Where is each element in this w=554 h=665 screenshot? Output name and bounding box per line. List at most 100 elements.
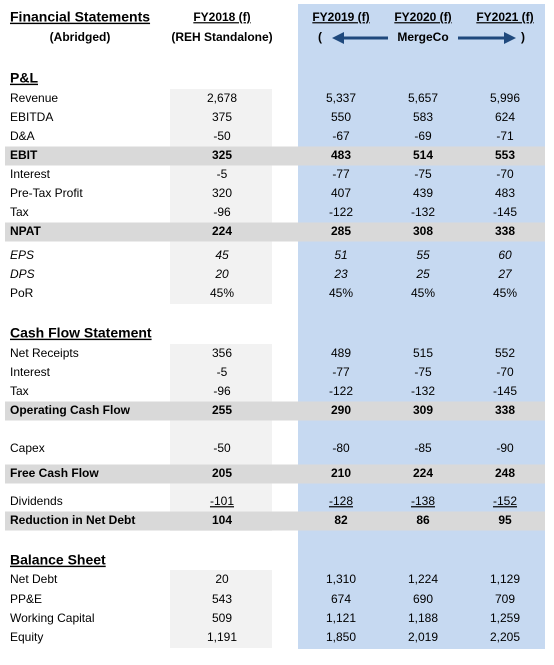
cell-value: 2,019 xyxy=(408,630,438,644)
cell-value: -145 xyxy=(493,384,517,398)
column-header: FY2018 (f) xyxy=(193,10,250,24)
cell-value: 51 xyxy=(334,248,347,262)
cell-value: 583 xyxy=(413,110,433,124)
cell-value: 23 xyxy=(333,267,348,281)
row-label: Tax xyxy=(10,384,29,398)
cell-value: -77 xyxy=(332,167,350,181)
cell-value: -67 xyxy=(332,129,350,143)
row-label: NPAT xyxy=(10,224,42,238)
cell-value: -77 xyxy=(332,365,350,379)
cell-value: 690 xyxy=(413,592,433,606)
cell-value: 2,205 xyxy=(490,630,520,644)
cell-value: 5,337 xyxy=(326,91,356,105)
cell-value: 338 xyxy=(495,403,515,417)
total-stripe xyxy=(5,464,545,484)
cell-value: 356 xyxy=(212,346,232,360)
cell-value: -122 xyxy=(329,205,353,219)
cell-value: 210 xyxy=(331,466,351,480)
cell-value: -70 xyxy=(496,167,514,181)
row-label: Equity xyxy=(10,630,43,644)
cell-value: 325 xyxy=(212,148,232,162)
row-label: PoR xyxy=(10,286,34,300)
row-label: D&A xyxy=(10,129,35,143)
cell-value: -152 xyxy=(493,494,517,508)
cell-value: -145 xyxy=(493,205,517,219)
cell-value: 1,259 xyxy=(490,611,520,625)
cell-value: 25 xyxy=(415,267,430,281)
column-sub: (REH Standalone) xyxy=(171,30,272,44)
table-body: P&L Revenue 2,678 5,337 5,657 5,996 EBITDA 375 5… xyxy=(10,70,520,644)
cell-value: -69 xyxy=(414,129,432,143)
cell-value: 483 xyxy=(495,186,515,200)
total-stripe xyxy=(5,401,545,421)
right-arrow xyxy=(458,32,516,44)
row-label: Working Capital xyxy=(10,611,94,625)
row-label: EBITDA xyxy=(10,110,53,124)
row-label: Capex xyxy=(10,441,45,455)
cell-value: -90 xyxy=(496,441,514,455)
section-title: P&L xyxy=(10,70,38,86)
cell-value: 45% xyxy=(329,286,353,300)
cell-value: 285 xyxy=(331,224,351,238)
cell-value: 205 xyxy=(212,466,232,480)
cell-value: 290 xyxy=(331,403,351,417)
cell-value: 489 xyxy=(331,346,351,360)
cell-value: 309 xyxy=(413,403,433,417)
merge-label: MergeCo xyxy=(397,30,448,44)
row-label: Revenue xyxy=(10,91,58,105)
cell-value: 1,129 xyxy=(490,572,520,586)
cell-value: 407 xyxy=(331,186,351,200)
merge-close: ) xyxy=(521,30,525,44)
row-label: Tax xyxy=(10,205,29,219)
cell-value: 45% xyxy=(493,286,517,300)
row-label: Free Cash Flow xyxy=(10,466,99,480)
cell-value: -128 xyxy=(329,494,353,508)
cell-value: 45% xyxy=(210,286,234,300)
row-label: PP&E xyxy=(10,592,42,606)
cell-value: 255 xyxy=(212,403,232,417)
cell-value: 45 xyxy=(215,248,229,262)
cell-value: 624 xyxy=(495,110,515,124)
row-label: Interest xyxy=(10,167,51,181)
cell-value: 375 xyxy=(212,110,232,124)
cell-value: 543 xyxy=(212,592,232,606)
backgrounds xyxy=(5,4,545,649)
cell-value: 5,657 xyxy=(408,91,438,105)
cell-value: 82 xyxy=(334,513,348,527)
cell-value: 515 xyxy=(413,346,433,360)
standalone-band xyxy=(170,89,272,304)
total-stripe xyxy=(5,146,545,166)
cell-value: 1,121 xyxy=(326,611,356,625)
cell-value: 20 xyxy=(214,267,229,281)
cell-value: 674 xyxy=(331,592,351,606)
column-header: FY2020 (f) xyxy=(394,10,451,24)
subtitle: (Abridged) xyxy=(50,30,111,44)
cell-value: -5 xyxy=(217,365,228,379)
cell-value: 1,188 xyxy=(408,611,438,625)
row-label: Pre-Tax Profit xyxy=(10,186,83,200)
row-label: Operating Cash Flow xyxy=(10,403,131,417)
cell-value: 308 xyxy=(413,224,433,238)
cell-value: -75 xyxy=(414,365,432,379)
section-title: Cash Flow Statement xyxy=(10,325,152,341)
cell-value: 1,310 xyxy=(326,572,356,586)
cell-value: 483 xyxy=(331,148,351,162)
cell-value: 320 xyxy=(212,186,232,200)
cell-value: -138 xyxy=(411,494,435,508)
cell-value: 86 xyxy=(416,513,430,527)
row-label: Reduction in Net Debt xyxy=(10,513,135,527)
cell-value: 1,191 xyxy=(207,630,237,644)
cell-value: 5,996 xyxy=(490,91,520,105)
standalone-band xyxy=(170,570,272,648)
row-label: Net Debt xyxy=(10,572,58,586)
cell-value: 439 xyxy=(413,186,433,200)
cell-value: 553 xyxy=(495,148,515,162)
cell-value: 248 xyxy=(495,466,515,480)
cell-value: 2,678 xyxy=(207,91,237,105)
cell-value: 95 xyxy=(498,513,512,527)
cell-value: 45% xyxy=(411,286,435,300)
title: Financial Statements xyxy=(10,9,150,25)
merge-band xyxy=(298,4,545,649)
left-arrow xyxy=(332,32,388,44)
cell-value: -96 xyxy=(213,384,231,398)
